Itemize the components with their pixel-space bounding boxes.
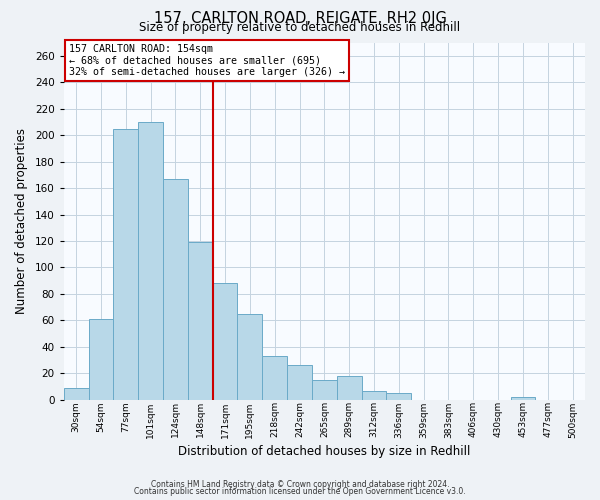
X-axis label: Distribution of detached houses by size in Redhill: Distribution of detached houses by size … (178, 444, 470, 458)
Bar (89, 319, 113, 400)
Bar (511, 397, 535, 400)
Bar (262, 356, 287, 400)
Bar (188, 242, 212, 400)
Bar (386, 393, 411, 400)
Bar (312, 380, 337, 400)
Bar (64, 388, 89, 400)
Bar (113, 128, 138, 400)
Bar (287, 366, 312, 400)
Text: 157, CARLTON ROAD, REIGATE, RH2 0JG: 157, CARLTON ROAD, REIGATE, RH2 0JG (154, 11, 446, 26)
Bar (337, 376, 362, 400)
Y-axis label: Number of detached properties: Number of detached properties (15, 128, 28, 314)
Bar (163, 179, 188, 400)
Bar (362, 390, 386, 400)
Text: 157 CARLTON ROAD: 154sqm
← 68% of detached houses are smaller (695)
32% of semi-: 157 CARLTON ROAD: 154sqm ← 68% of detach… (69, 44, 345, 78)
Bar (212, 284, 238, 400)
Text: Size of property relative to detached houses in Redhill: Size of property relative to detached ho… (139, 21, 461, 34)
Text: Contains HM Land Registry data © Crown copyright and database right 2024.: Contains HM Land Registry data © Crown c… (151, 480, 449, 489)
Text: Contains public sector information licensed under the Open Government Licence v3: Contains public sector information licen… (134, 487, 466, 496)
Bar (138, 122, 163, 400)
Bar (238, 314, 262, 400)
